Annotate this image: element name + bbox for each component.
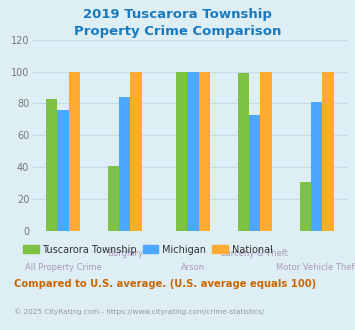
Bar <box>176 72 187 231</box>
Text: Larceny & Theft: Larceny & Theft <box>222 249 288 258</box>
Bar <box>300 182 311 231</box>
Bar <box>249 115 261 231</box>
Bar <box>58 110 69 231</box>
Legend: Tuscarora Township, Michigan, National: Tuscarora Township, Michigan, National <box>19 241 276 259</box>
Bar <box>108 166 119 231</box>
Text: Compared to U.S. average. (U.S. average equals 100): Compared to U.S. average. (U.S. average … <box>14 279 316 289</box>
Text: Motor Vehicle Theft: Motor Vehicle Theft <box>276 263 355 272</box>
Bar <box>238 73 249 231</box>
Bar <box>131 72 142 231</box>
Bar <box>187 72 198 231</box>
Text: Arson: Arson <box>181 263 205 272</box>
Text: Burglary: Burglary <box>107 249 143 258</box>
Text: © 2025 CityRating.com - https://www.cityrating.com/crime-statistics/: © 2025 CityRating.com - https://www.city… <box>14 309 264 315</box>
Bar <box>119 97 131 231</box>
Text: 2019 Tuscarora Township: 2019 Tuscarora Township <box>83 8 272 21</box>
Text: All Property Crime: All Property Crime <box>24 263 102 272</box>
Bar <box>322 72 334 231</box>
Bar <box>261 72 272 231</box>
Bar <box>69 72 80 231</box>
Bar <box>46 99 58 231</box>
Bar <box>311 102 322 231</box>
Text: Property Crime Comparison: Property Crime Comparison <box>74 25 281 38</box>
Bar <box>198 72 210 231</box>
